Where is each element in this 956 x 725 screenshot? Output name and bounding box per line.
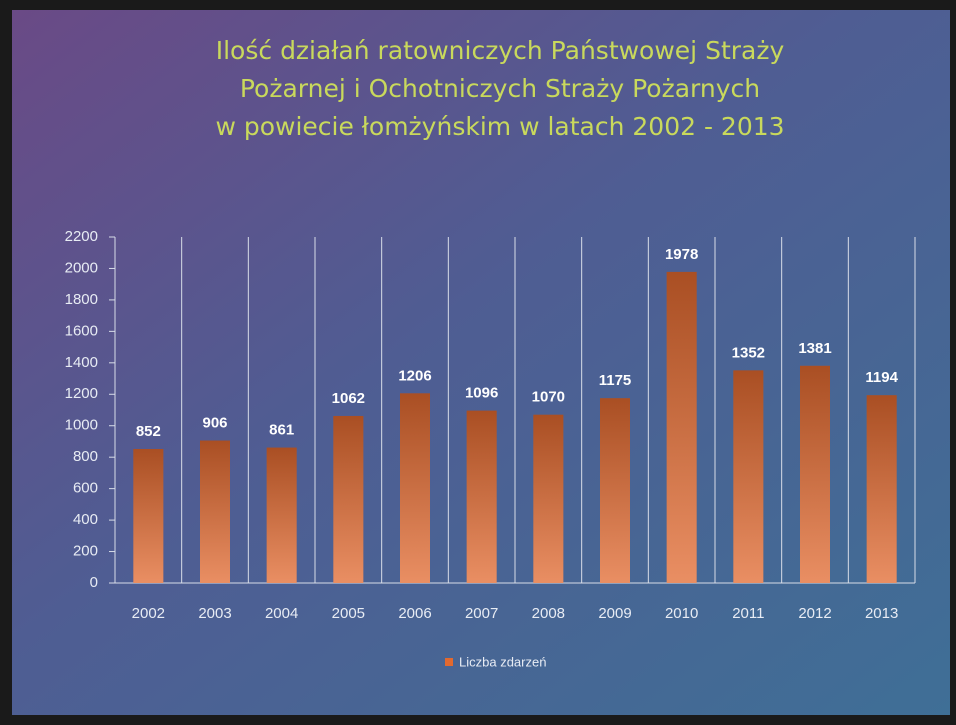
x-tick-label: 2010 xyxy=(665,605,698,622)
y-tick-label: 0 xyxy=(90,574,98,591)
data-label: 1175 xyxy=(599,372,632,389)
data-label: 1070 xyxy=(532,389,565,406)
bar-shade xyxy=(666,271,697,583)
y-tick-label: 2200 xyxy=(65,228,98,245)
y-tick-label: 1400 xyxy=(65,354,98,371)
y-tick-label: 600 xyxy=(73,480,98,497)
x-tick-label: 2002 xyxy=(132,605,165,622)
bar-shade xyxy=(200,440,230,583)
bar-shade xyxy=(733,370,764,583)
data-label: 852 xyxy=(136,423,161,440)
x-tick-label: 2004 xyxy=(265,605,298,622)
bar-shade xyxy=(466,410,497,583)
y-tick-label: 2000 xyxy=(65,259,98,276)
bar-shade xyxy=(400,393,430,583)
x-tick-label: 2011 xyxy=(732,605,764,622)
bar-shade xyxy=(866,395,897,583)
x-tick-label: 2005 xyxy=(332,605,365,622)
x-tick-label: 2003 xyxy=(198,605,231,622)
bar-shade xyxy=(533,414,564,583)
data-label: 1381 xyxy=(798,340,831,357)
chart-title: Pożarnej i Ochotniczych Straży Pożarnych xyxy=(240,74,760,103)
bar-shade xyxy=(800,365,830,583)
y-tick-label: 200 xyxy=(73,543,98,560)
data-label: 1096 xyxy=(465,385,498,402)
data-label: 1206 xyxy=(398,367,431,384)
x-tick-label: 2006 xyxy=(398,605,431,622)
y-tick-label: 1200 xyxy=(65,385,98,402)
x-tick-label: 2007 xyxy=(465,605,498,622)
chart-title: Ilość działań ratowniczych Państwowej St… xyxy=(216,36,785,65)
data-label: 1062 xyxy=(332,390,365,407)
data-label: 1194 xyxy=(865,369,898,386)
data-label: 1978 xyxy=(665,246,698,263)
y-tick-label: 1800 xyxy=(65,291,98,308)
legend-label: Liczba zdarzeń xyxy=(459,654,546,669)
x-tick-label: 2012 xyxy=(798,605,831,622)
legend-swatch xyxy=(445,658,453,666)
background xyxy=(12,10,950,715)
y-tick-label: 1600 xyxy=(65,322,98,339)
chart-title: w powiecie łomżyńskim w latach 2002 - 20… xyxy=(215,112,784,141)
y-tick-label: 1000 xyxy=(65,417,98,434)
bar-shade xyxy=(266,447,297,583)
bar-shade xyxy=(133,449,164,583)
x-tick-label: 2013 xyxy=(865,605,898,622)
y-tick-label: 400 xyxy=(73,511,98,528)
data-label: 861 xyxy=(269,422,294,439)
x-tick-label: 2008 xyxy=(532,605,565,622)
x-tick-label: 2009 xyxy=(598,605,631,622)
bar-shade xyxy=(333,415,364,583)
y-tick-label: 800 xyxy=(73,448,98,465)
bar-shade xyxy=(600,398,630,583)
data-label: 906 xyxy=(202,414,227,431)
data-label: 1352 xyxy=(732,344,765,361)
